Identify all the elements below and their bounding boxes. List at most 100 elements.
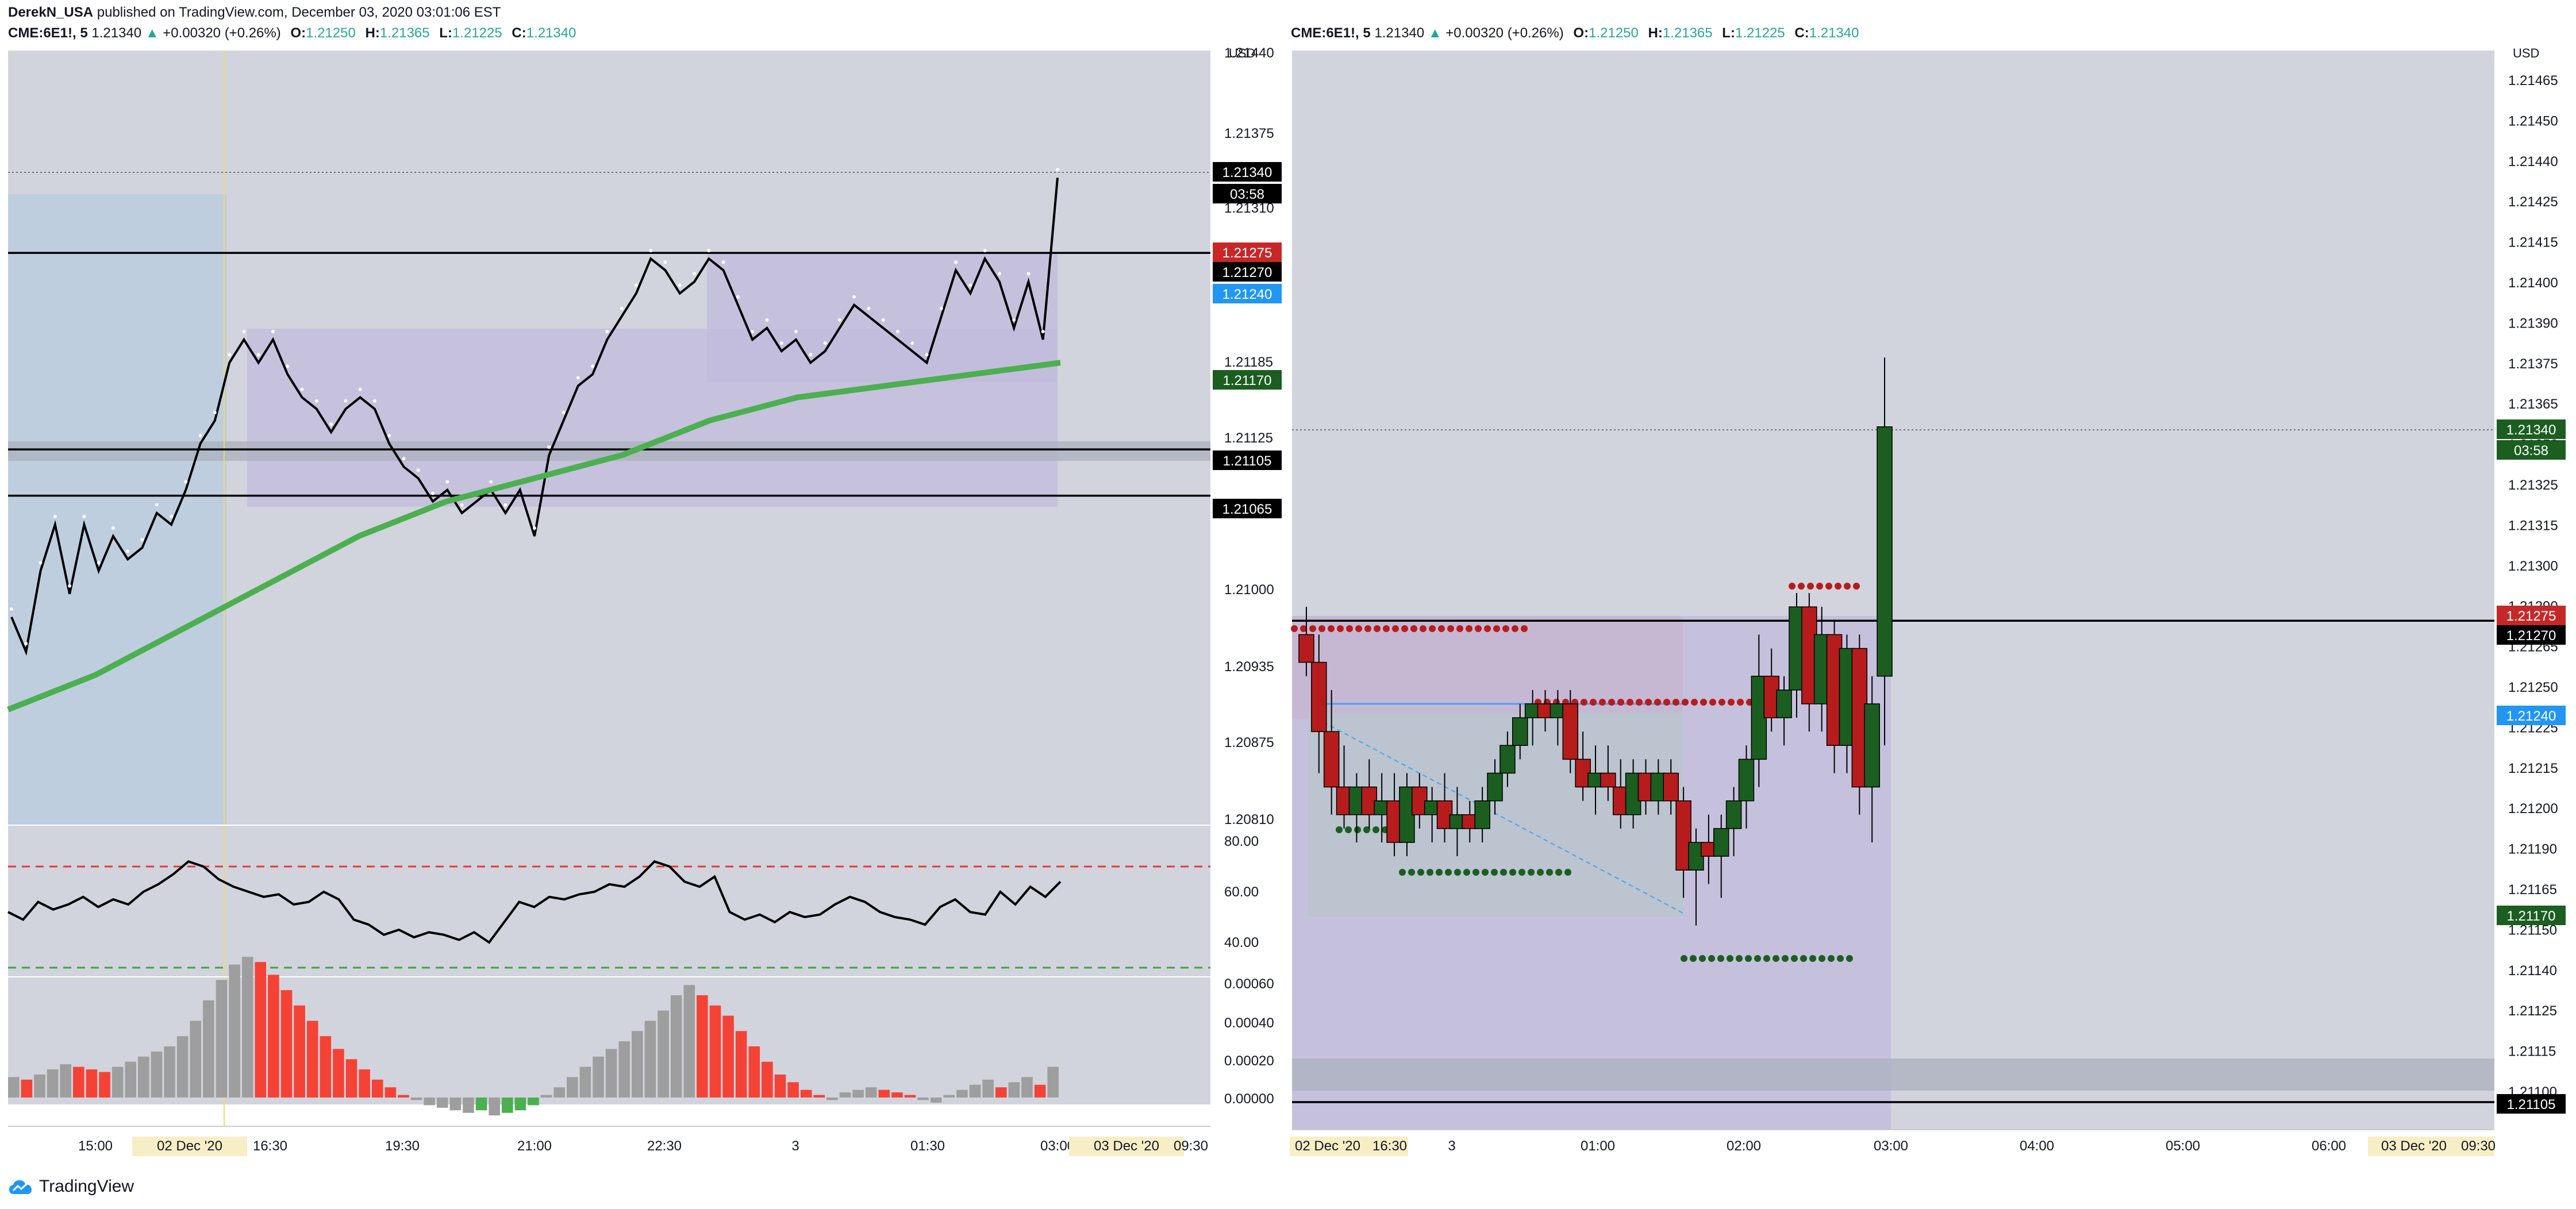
y-tick-label: 1.21125 (2508, 1003, 2557, 1019)
candle-body-35 (1738, 758, 1755, 802)
symbol-label: CME:6E1!, 5 (1291, 25, 1371, 41)
hist-bar-7 (99, 1072, 110, 1098)
y-tick-label: 1.21140 (2508, 963, 2557, 979)
tradingview-cloud-icon (9, 1180, 32, 1194)
zone-shade (1292, 1058, 2494, 1091)
open-label: O: (290, 25, 306, 41)
y-tick-label: 1.21440 (2508, 154, 2558, 170)
price-dot-7 (111, 526, 115, 530)
hist-bar-43 (567, 1077, 578, 1098)
price-tag-0: 1.21340 (2506, 422, 2556, 438)
price-dot-68 (997, 272, 1001, 276)
price-dot-64 (939, 306, 943, 310)
y-tick-label: 1.20875 (1224, 735, 1274, 750)
y-tick-label: 1.21465 (2508, 73, 2558, 88)
stop-dot-green (1773, 955, 1779, 962)
hist-bar-45 (593, 1056, 604, 1098)
author-name[interactable]: DerekN_USA (8, 5, 94, 20)
ma-line (7, 360, 1061, 713)
price-dot-41 (605, 329, 609, 333)
y-tick-label: 1.21325 (2508, 478, 2558, 493)
hist-bar-14 (190, 1021, 202, 1098)
stop-dot-green (1681, 955, 1687, 962)
stop-dot-red (1789, 583, 1795, 590)
candle-body-45 (1864, 703, 1880, 788)
price-dot-5 (82, 514, 86, 518)
stop-dot-red (1410, 625, 1417, 632)
price-dot-25 (372, 399, 376, 403)
price-dot-37 (547, 445, 551, 449)
price-dot-15 (228, 353, 232, 357)
stop-dot-green (1399, 869, 1406, 876)
high-label: H: (365, 25, 380, 41)
hist-bar-74 (969, 1084, 981, 1098)
hist-bar-9 (125, 1061, 137, 1098)
y-tick-label: 1.21425 (2508, 194, 2558, 210)
candle-body-46 (1877, 426, 1893, 677)
stop-dot-red (1420, 625, 1427, 632)
stop-dot-red (1645, 699, 1652, 706)
price-dot-26 (387, 434, 391, 438)
stop-dot-green (1564, 869, 1571, 876)
publish-info: DerekN_USA published on TradingView.com,… (8, 5, 501, 21)
stop-dot-red (1493, 625, 1500, 632)
x-tick-label: 16:30 (1372, 1138, 1407, 1154)
x-tick-label: 01:00 (1581, 1138, 1615, 1154)
stop-dot-red (1590, 699, 1597, 706)
candle-body-2 (1323, 731, 1340, 788)
hist-tick-label: 0.00060 (1224, 976, 1274, 992)
candle-body-15 (1487, 772, 1503, 802)
tradingview-brand[interactable]: TradingView (8, 1177, 134, 1196)
stop-dot-green (1828, 955, 1835, 962)
price-dot-34 (503, 503, 507, 507)
price-dot-63 (925, 353, 929, 357)
hist-bar-2 (34, 1074, 45, 1098)
hist-bar-29 (385, 1087, 397, 1098)
price-dot-8 (126, 549, 130, 553)
price-dot-28 (416, 468, 420, 472)
hist-bar-68 (891, 1092, 903, 1098)
blue-trend-line (1316, 718, 1685, 914)
price-dot-62 (910, 341, 914, 345)
stop-dot-red (1484, 625, 1491, 632)
price-dot-4 (68, 584, 72, 588)
stop-dot-red (1392, 625, 1399, 632)
low-label: L: (439, 25, 452, 41)
hist-tick-label: 0.00020 (1224, 1053, 1274, 1069)
close-value: 1.21340 (1809, 25, 1859, 41)
stop-dot-green (1546, 869, 1553, 876)
price-dot-6 (97, 561, 101, 565)
price-tag-3: 1.21270 (1222, 265, 1272, 280)
hist-bar-33 (436, 1098, 448, 1108)
price-dot-33 (489, 480, 493, 484)
stop-dot-green (1491, 869, 1498, 876)
y-tick-label: 1.21165 (2508, 882, 2557, 898)
hist-bar-44 (579, 1066, 591, 1098)
stop-dot-red (1853, 583, 1860, 590)
price-dot-70 (1026, 272, 1031, 276)
stop-dot-green (1736, 955, 1743, 962)
stop-dot-red (1700, 699, 1707, 706)
y-tick-label: 1.20935 (1224, 659, 1274, 675)
hist-bar-63 (826, 1098, 838, 1100)
price-tag-2-bg (1213, 242, 1282, 262)
price-tag-6-bg (1213, 451, 1282, 470)
stop-dot-green (1846, 955, 1853, 962)
hist-bar-31 (410, 1098, 422, 1100)
price-dot-44 (649, 249, 653, 253)
stop-dot-green (1445, 869, 1452, 876)
price-tag-4: 1.21240 (1222, 287, 1272, 302)
change-value: +0.00320 (+0.26%) (163, 25, 281, 41)
stop-dot-green (1717, 955, 1724, 962)
price-tag-7-bg (1213, 499, 1282, 518)
price-tag-6: 1.21105 (2507, 1097, 2556, 1112)
hist-bar-78 (1021, 1077, 1033, 1098)
stop-dot-red (1798, 583, 1805, 590)
hist-bar-48 (632, 1031, 643, 1098)
price-dot-72 (1056, 168, 1059, 172)
x-tick-label: 16:30 (253, 1138, 287, 1154)
price-tag-0-bg (1213, 162, 1282, 182)
price-tag-7: 1.21065 (1222, 502, 1272, 517)
last-price: 1.21340 (91, 25, 142, 41)
